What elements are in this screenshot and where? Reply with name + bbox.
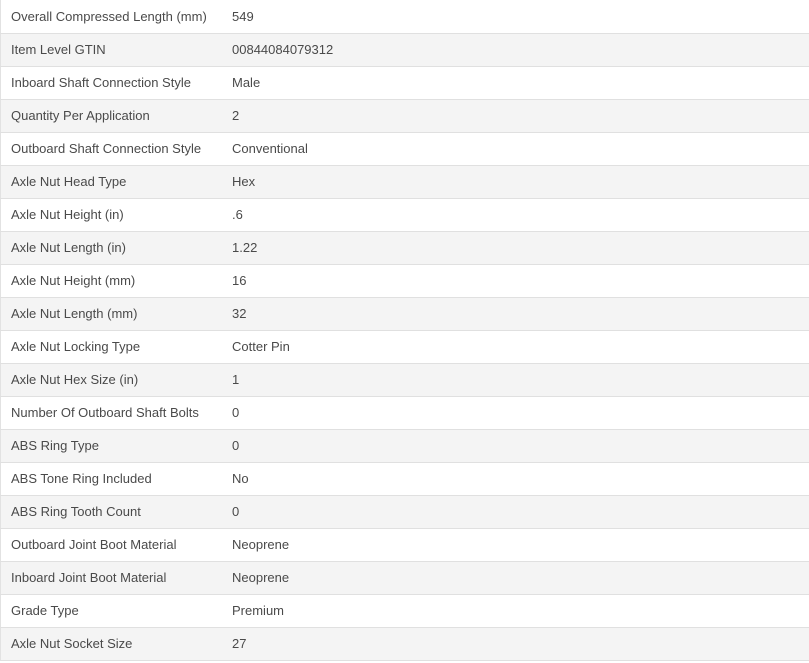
spec-label: ABS Tone Ring Included	[0, 462, 221, 496]
spec-label: Axle Nut Length (mm)	[0, 297, 221, 331]
spec-row: ABS Tone Ring Included No	[0, 462, 809, 496]
spec-row: Inboard Joint Boot Material Neoprene	[0, 561, 809, 595]
spec-value: 0	[221, 429, 809, 463]
spec-value: Conventional	[221, 132, 809, 166]
spec-row: Axle Nut Locking Type Cotter Pin	[0, 330, 809, 364]
spec-value: Hex	[221, 165, 809, 199]
spec-value: Neoprene	[221, 561, 809, 595]
spec-label: Axle Nut Locking Type	[0, 330, 221, 364]
spec-row: Axle Nut Height (mm) 16	[0, 264, 809, 298]
spec-label: Axle Nut Head Type	[0, 165, 221, 199]
spec-label: Quantity Per Application	[0, 99, 221, 133]
spec-value: Neoprene	[221, 528, 809, 562]
spec-label: ABS Ring Tooth Count	[0, 495, 221, 529]
spec-row: Axle Nut Length (mm) 32	[0, 297, 809, 331]
spec-value: .6	[221, 198, 809, 232]
spec-row: Axle Nut Socket Size 27	[0, 627, 809, 661]
spec-row: ABS Ring Type 0	[0, 429, 809, 463]
spec-label: Axle Nut Height (in)	[0, 198, 221, 232]
spec-value: 0	[221, 495, 809, 529]
spec-row: Item Level GTIN 00844084079312	[0, 33, 809, 67]
spec-value: 549	[221, 0, 809, 34]
spec-label: Axle Nut Height (mm)	[0, 264, 221, 298]
spec-row: Grade Type Premium	[0, 594, 809, 628]
spec-label: Outboard Shaft Connection Style	[0, 132, 221, 166]
spec-row: Axle Nut Hex Size (in) 1	[0, 363, 809, 397]
spec-row: Inboard Shaft Connection Style Male	[0, 66, 809, 100]
spec-value: 1.22	[221, 231, 809, 265]
spec-row: Number Of Outboard Shaft Bolts 0	[0, 396, 809, 430]
spec-row: ABS Ring Tooth Count 0	[0, 495, 809, 529]
spec-label: Overall Compressed Length (mm)	[0, 0, 221, 34]
spec-value: 32	[221, 297, 809, 331]
spec-row: Axle Nut Length (in) 1.22	[0, 231, 809, 265]
spec-label: ABS Ring Type	[0, 429, 221, 463]
spec-label: Item Level GTIN	[0, 33, 221, 67]
spec-value: Cotter Pin	[221, 330, 809, 364]
spec-label: Axle Nut Hex Size (in)	[0, 363, 221, 397]
spec-label: Grade Type	[0, 594, 221, 628]
spec-row: Outboard Joint Boot Material Neoprene	[0, 528, 809, 562]
spec-value: 0	[221, 396, 809, 430]
spec-value: 2	[221, 99, 809, 133]
spec-label: Number Of Outboard Shaft Bolts	[0, 396, 221, 430]
spec-label: Axle Nut Socket Size	[0, 627, 221, 661]
spec-label: Inboard Joint Boot Material	[0, 561, 221, 595]
spec-value: 27	[221, 627, 809, 661]
spec-label: Axle Nut Length (in)	[0, 231, 221, 265]
spec-row: Quantity Per Application 2	[0, 99, 809, 133]
spec-value: 16	[221, 264, 809, 298]
spec-row: Outboard Shaft Connection Style Conventio…	[0, 132, 809, 166]
spec-value: 00844084079312	[221, 33, 809, 67]
spec-value: Premium	[221, 594, 809, 628]
spec-row: Axle Nut Height (in) .6	[0, 198, 809, 232]
spec-value: 1	[221, 363, 809, 397]
spec-label: Outboard Joint Boot Material	[0, 528, 221, 562]
spec-value: No	[221, 462, 809, 496]
spec-label: Inboard Shaft Connection Style	[0, 66, 221, 100]
spec-row: Axle Nut Head Type Hex	[0, 165, 809, 199]
spec-value: Male	[221, 66, 809, 100]
spec-row: Overall Compressed Length (mm) 549	[0, 0, 809, 34]
